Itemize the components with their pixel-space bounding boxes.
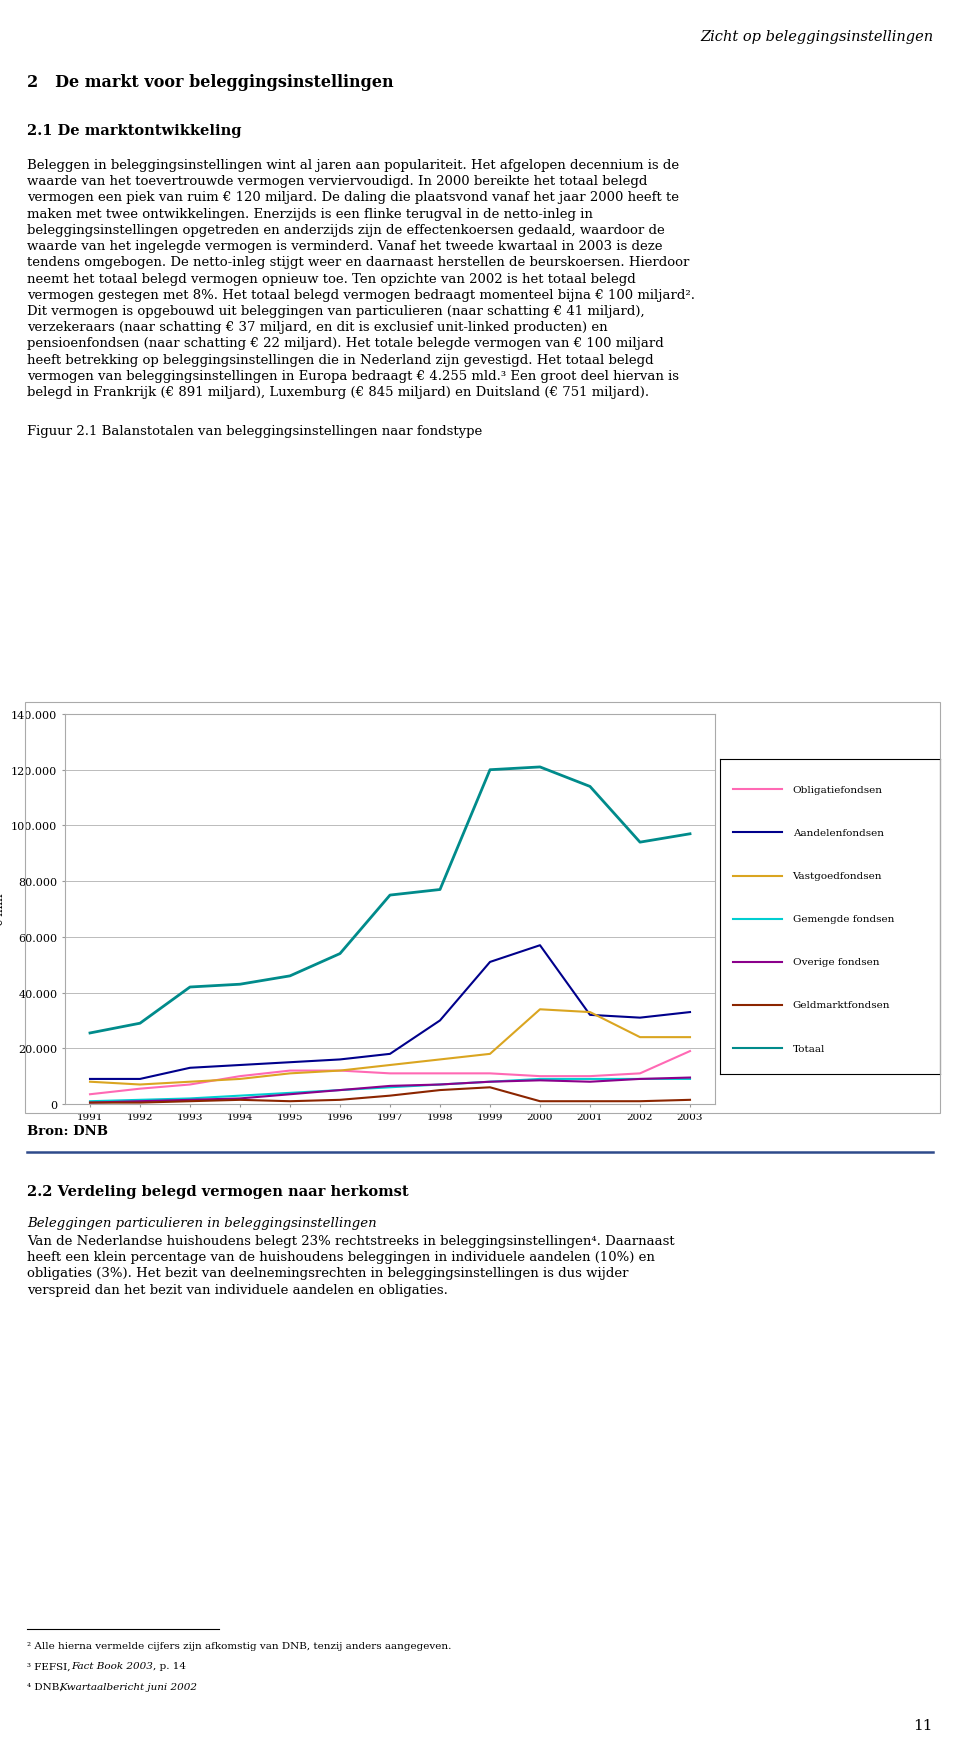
Text: vermogen een piek van ruim € 120 miljard. De daling die plaatsvond vanaf het jaa: vermogen een piek van ruim € 120 miljard… — [27, 191, 679, 205]
Text: vermogen gestegen met 8%. Het totaal belegd vermogen bedraagt momenteel bijna € : vermogen gestegen met 8%. Het totaal bel… — [27, 289, 695, 302]
Text: 11: 11 — [914, 1718, 933, 1732]
Text: 2   De markt voor beleggingsinstellingen: 2 De markt voor beleggingsinstellingen — [27, 74, 394, 92]
Text: Van de Nederlandse huishoudens belegt 23% rechtstreeks in beleggingsinstellingen: Van de Nederlandse huishoudens belegt 23… — [27, 1235, 675, 1247]
Text: Geldmarktfondsen: Geldmarktfondsen — [793, 1000, 890, 1009]
Text: pensioenfondsen (naar schatting € 22 miljard). Het totale belegde vermogen van €: pensioenfondsen (naar schatting € 22 mil… — [27, 337, 663, 351]
Text: tendens omgebogen. De netto-inleg stijgt weer en daarnaast herstellen de beursko: tendens omgebogen. De netto-inleg stijgt… — [27, 256, 689, 270]
Text: beleggingsinstellingen opgetreden en anderzijds zijn de effectenkoersen gedaald,: beleggingsinstellingen opgetreden en and… — [27, 224, 664, 236]
Text: belegd in Frankrijk (€ 891 miljard), Luxemburg (€ 845 miljard) en Duitsland (€ 7: belegd in Frankrijk (€ 891 miljard), Lux… — [27, 386, 649, 399]
Text: ³ FEFSI,: ³ FEFSI, — [27, 1662, 74, 1671]
Text: Zicht op beleggingsinstellingen: Zicht op beleggingsinstellingen — [700, 30, 933, 44]
Text: Bron: DNB: Bron: DNB — [27, 1124, 108, 1138]
Text: vermogen van beleggingsinstellingen in Europa bedraagt € 4.255 mld.³ Een groot d: vermogen van beleggingsinstellingen in E… — [27, 370, 679, 383]
Text: Beleggen in beleggingsinstellingen wint al jaren aan populariteit. Het afgelopen: Beleggen in beleggingsinstellingen wint … — [27, 159, 679, 171]
Text: , p. 14: , p. 14 — [153, 1662, 185, 1671]
Text: Totaal: Totaal — [793, 1044, 825, 1053]
Text: ² Alle hierna vermelde cijfers zijn afkomstig van DNB, tenzij anders aangegeven.: ² Alle hierna vermelde cijfers zijn afko… — [27, 1641, 451, 1649]
Text: Gemengde fondsen: Gemengde fondsen — [793, 916, 894, 924]
Text: 2.1 De marktontwikkeling: 2.1 De marktontwikkeling — [27, 123, 241, 138]
Text: verzekeraars (naar schatting € 37 miljard, en dit is exclusief unit-linked produ: verzekeraars (naar schatting € 37 miljar… — [27, 321, 608, 333]
Text: Obligatiefondsen: Obligatiefondsen — [793, 785, 882, 794]
Text: waarde van het ingelegde vermogen is verminderd. Vanaf het tweede kwartaal in 20: waarde van het ingelegde vermogen is ver… — [27, 240, 662, 252]
Text: ⁴ DNB,: ⁴ DNB, — [27, 1681, 65, 1690]
Text: Aandelenfondsen: Aandelenfondsen — [793, 829, 883, 838]
Text: Vastgoedfondsen: Vastgoedfondsen — [793, 871, 882, 880]
Text: heeft een klein percentage van de huishoudens beleggingen in individuele aandele: heeft een klein percentage van de huisho… — [27, 1251, 655, 1263]
Text: Fact Book 2003: Fact Book 2003 — [71, 1662, 153, 1671]
Text: Kwartaalbericht juni 2002: Kwartaalbericht juni 2002 — [60, 1681, 198, 1690]
Text: neemt het totaal belegd vermogen opnieuw toe. Ten opzichte van 2002 is het totaa: neemt het totaal belegd vermogen opnieuw… — [27, 272, 636, 286]
Y-axis label: € mln: € mln — [0, 893, 6, 926]
Text: waarde van het toevertrouwde vermogen verviervoudigd. In 2000 bereikte het totaa: waarde van het toevertrouwde vermogen ve… — [27, 175, 647, 189]
Text: heeft betrekking op beleggingsinstellingen die in Nederland zijn gevestigd. Het : heeft betrekking op beleggingsinstelling… — [27, 353, 654, 367]
Text: 2.2 Verdeling belegd vermogen naar herkomst: 2.2 Verdeling belegd vermogen naar herko… — [27, 1184, 409, 1198]
Text: Beleggingen particulieren in beleggingsinstellingen: Beleggingen particulieren in beleggingsi… — [27, 1217, 376, 1230]
Text: Dit vermogen is opgebouwd uit beleggingen van particulieren (naar schatting € 41: Dit vermogen is opgebouwd uit belegginge… — [27, 305, 644, 318]
Text: maken met twee ontwikkelingen. Enerzijds is een flinke terugval in de netto-inle: maken met twee ontwikkelingen. Enerzijds… — [27, 208, 592, 220]
Text: verspreid dan het bezit van individuele aandelen en obligaties.: verspreid dan het bezit van individuele … — [27, 1282, 447, 1297]
Text: Figuur 2.1 Balanstotalen van beleggingsinstellingen naar fondstype: Figuur 2.1 Balanstotalen van beleggingsi… — [27, 425, 482, 437]
Text: obligaties (3%). Het bezit van deelnemingsrechten in beleggingsinstellingen is d: obligaties (3%). Het bezit van deelnemin… — [27, 1267, 629, 1279]
Text: Overige fondsen: Overige fondsen — [793, 958, 879, 967]
